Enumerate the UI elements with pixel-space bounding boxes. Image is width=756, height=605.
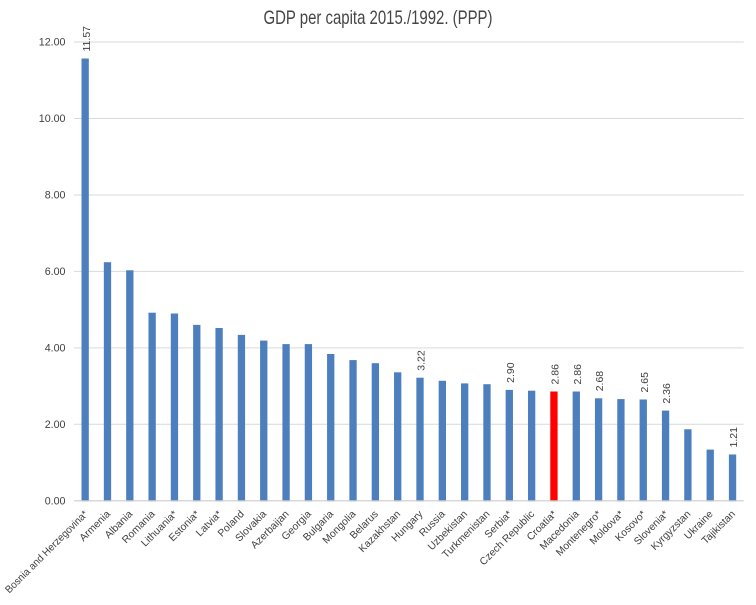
- svg-text:2.00: 2.00: [45, 419, 66, 431]
- svg-text:0.00: 0.00: [45, 495, 66, 507]
- svg-text:4.00: 4.00: [45, 343, 66, 355]
- svg-text:1.21: 1.21: [728, 427, 740, 448]
- svg-text:GDP per capita 2015./1992. (PP: GDP per capita 2015./1992. (PPP): [264, 8, 493, 29]
- svg-text:2.68: 2.68: [594, 371, 606, 392]
- svg-text:3.22: 3.22: [416, 350, 428, 371]
- svg-text:6.00: 6.00: [45, 266, 66, 278]
- svg-text:2.86: 2.86: [572, 364, 584, 385]
- svg-text:2.65: 2.65: [639, 372, 651, 393]
- svg-text:2.36: 2.36: [661, 383, 673, 404]
- svg-text:2.86: 2.86: [550, 364, 562, 385]
- svg-text:8.00: 8.00: [45, 190, 66, 202]
- svg-text:12.00: 12.00: [39, 37, 66, 49]
- svg-text:2.90: 2.90: [505, 362, 517, 383]
- svg-text:10.00: 10.00: [39, 113, 66, 125]
- svg-text:11.57: 11.57: [81, 26, 93, 52]
